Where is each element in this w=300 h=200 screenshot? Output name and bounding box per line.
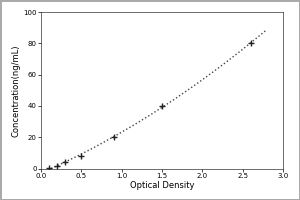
Y-axis label: Concentration(ng/mL): Concentration(ng/mL) [12,44,21,137]
X-axis label: Optical Density: Optical Density [130,181,194,190]
